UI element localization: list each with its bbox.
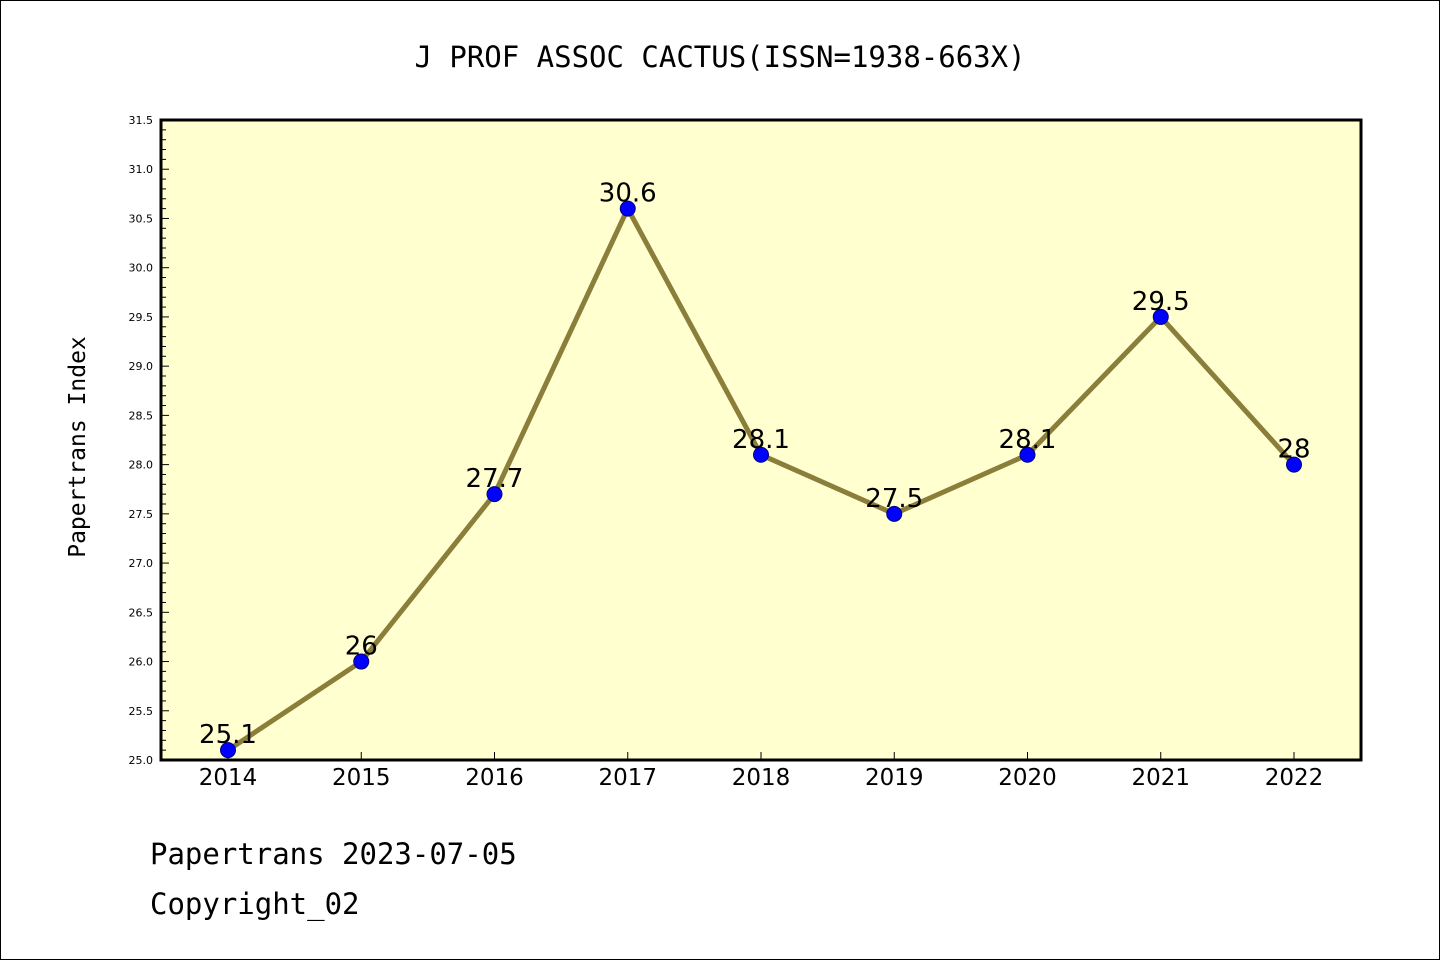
x-tick-label: 2014 (199, 765, 258, 791)
data-label: 28 (1277, 435, 1310, 465)
footer-date: Papertrans 2023-07-05 (150, 837, 517, 871)
y-tick-label: 27.5 (129, 508, 154, 521)
y-axis-tick-labels: 25.0 25.5 26.0 26.5 27.0 27.5 28.0 28.5 29.0 29.5… (129, 114, 154, 767)
data-label: 27.5 (865, 484, 923, 514)
data-label: 30.6 (599, 179, 657, 209)
data-label: 25.1 (199, 720, 257, 750)
y-tick-label: 31.5 (129, 114, 154, 127)
y-tick-label: 25.0 (129, 754, 154, 767)
y-tick-label: 27.0 (129, 557, 154, 570)
data-point-marker (486, 486, 503, 503)
x-tick-label: 2017 (598, 765, 657, 791)
y-axis-label: Papertrans Index (65, 336, 91, 558)
y-tick-label: 29.0 (129, 360, 154, 373)
data-point-marker (1019, 446, 1036, 463)
series-markers (220, 200, 1302, 759)
x-tick-label: 2020 (998, 765, 1057, 791)
x-tick-label: 2019 (865, 765, 924, 791)
y-axis-ticks (161, 119, 169, 761)
y-tick-label: 28.0 (129, 459, 154, 472)
x-tick-label: 2022 (1265, 765, 1324, 791)
data-point-marker (220, 742, 236, 759)
data-point-marker (886, 505, 903, 522)
y-tick-label: 29.5 (129, 311, 154, 324)
data-point-marker (619, 200, 636, 217)
x-tick-label: 2015 (332, 765, 391, 791)
data-label: 29.5 (1132, 287, 1190, 317)
data-point-marker (1152, 308, 1169, 325)
y-tick-label: 26.0 (129, 656, 154, 669)
x-tick-label: 2018 (732, 765, 791, 791)
data-label: 28.1 (732, 425, 790, 455)
data-point-marker (1286, 456, 1302, 473)
x-tick-label: 2021 (1131, 765, 1190, 791)
chart-title: J PROF ASSOC CACTUS(ISSN=1938-663X) (414, 40, 1025, 74)
footer-copyright: Copyright_02 (150, 887, 360, 922)
data-labels: 25.1 26 27.7 30.6 28.1 27.5 28.1 29.5 28 (199, 179, 1310, 751)
data-point-marker (753, 446, 769, 463)
y-tick-label: 26.5 (129, 606, 154, 619)
y-tick-label: 30.5 (129, 212, 154, 225)
y-tick-label: 25.5 (129, 705, 154, 718)
x-tick-label: 2016 (465, 765, 524, 791)
y-tick-label: 31.0 (129, 163, 154, 176)
x-axis-tick-labels: 2014 2015 2016 2017 2018 2019 2020 2021 2022 (199, 765, 1324, 791)
plot-area (159, 118, 1363, 762)
data-label: 26 (345, 632, 378, 662)
y-tick-label: 28.5 (129, 409, 154, 422)
data-label: 28.1 (999, 425, 1057, 455)
data-label: 27.7 (466, 464, 524, 494)
y-tick-label: 30.0 (129, 262, 154, 275)
data-point-marker (353, 653, 370, 670)
